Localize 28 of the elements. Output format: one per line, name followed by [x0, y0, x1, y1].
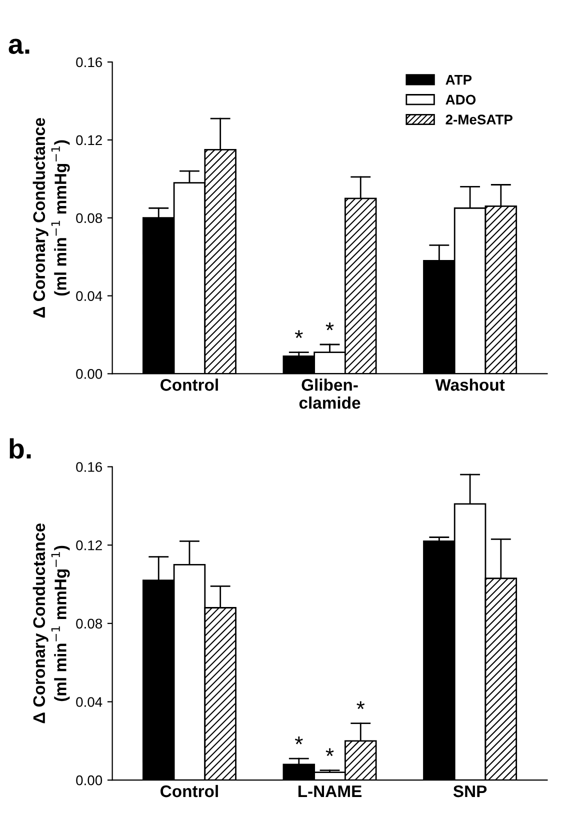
data-label: * — [326, 748, 334, 756]
x-tick-label: Washout — [435, 378, 505, 391]
legend-label: ADO — [446, 94, 476, 105]
legend-label: ATP — [446, 75, 472, 85]
y-axis-title: Δ Coronary Conductance (ml min$^{−1}$ mmHg$^{−1}$) — [32, 118, 70, 318]
x-tick-label: Control — [160, 784, 218, 798]
data-label: * — [326, 322, 334, 330]
y-axis-title: Δ Coronary Conductance (ml min$^{−1}$ mmHg$^{−1}$) — [32, 524, 70, 724]
x-tick-label: Control — [160, 378, 218, 391]
y-tick-label: 0.00 — [76, 775, 102, 786]
legend-label: 2-MeSATP — [446, 114, 512, 124]
y-tick-label: 0.04 — [76, 291, 102, 301]
y-tick-label: 0.00 — [76, 369, 102, 379]
chart-title: b. — [10, 438, 31, 459]
y-tick-label: 0.04 — [76, 697, 102, 707]
y-tick-label: 0.16 — [76, 462, 102, 472]
x-tick-label: Gliben- clamide — [299, 378, 360, 409]
y-tick-label: 0.16 — [76, 57, 102, 68]
y-tick-label: 0.12 — [76, 135, 102, 146]
data-label: * — [356, 701, 365, 710]
chart-title: a. — [8, 38, 30, 54]
data-label: * — [294, 736, 303, 744]
y-tick-label: 0.12 — [76, 540, 102, 550]
x-tick-label: SNP — [453, 785, 487, 798]
x-tick-label: L-NAME — [298, 786, 362, 798]
data-label: * — [294, 330, 303, 338]
y-tick-label: 0.08 — [76, 213, 102, 224]
y-tick-label: 0.08 — [76, 618, 102, 629]
